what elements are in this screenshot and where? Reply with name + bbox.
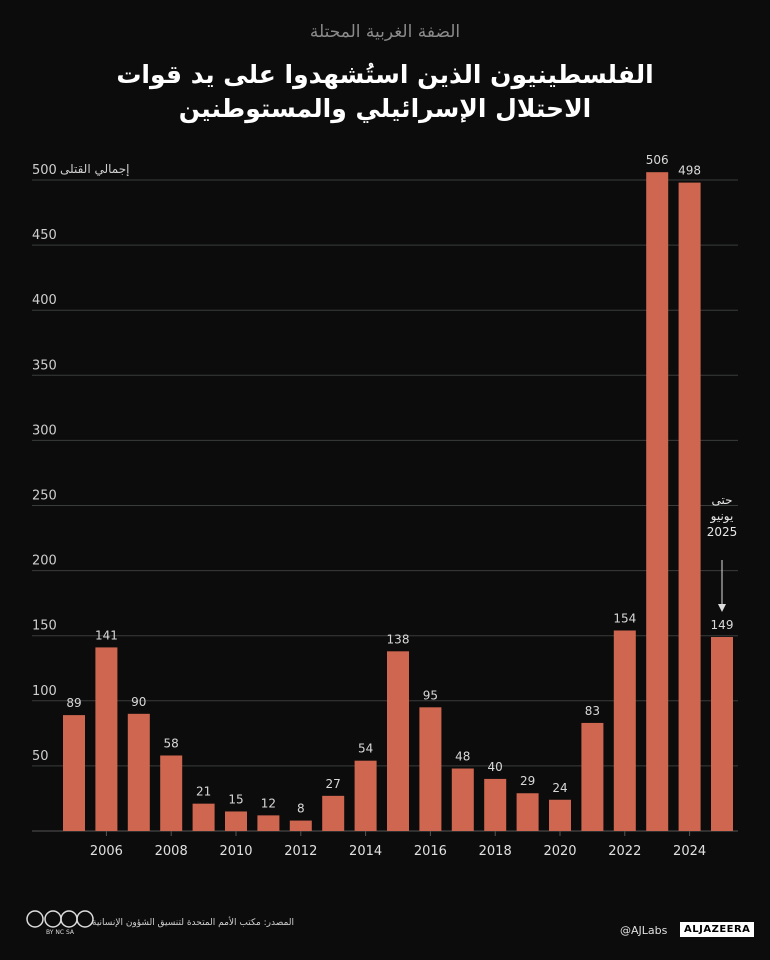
y-tick-label: 250 [32,489,57,504]
bar [484,778,507,831]
value-label: 12 [261,796,276,810]
bar [192,803,215,831]
y-axis-label: إجمالي القتلى [60,162,130,176]
bar [451,768,474,831]
bar [225,811,247,831]
value-label: 54 [358,742,373,756]
x-tick-label: 2022 [608,844,641,859]
bar [354,760,377,831]
x-tick-label: 2024 [673,844,706,859]
value-label: 48 [455,750,470,764]
x-tick-label: 2010 [219,844,252,859]
bar [95,647,118,831]
value-label: 83 [585,704,600,718]
x-tick-label: 2016 [414,844,447,859]
value-label: 40 [488,760,503,774]
value-label: 58 [164,736,179,750]
x-tick-label: 2018 [479,844,512,859]
value-label: 149 [711,618,734,632]
value-label: 29 [520,774,535,788]
bar [646,172,669,832]
bar [289,820,312,831]
value-label: 15 [228,792,243,806]
credit: @AJLabs [620,924,668,937]
bar [160,755,183,831]
y-tick-label: 100 [32,684,57,699]
y-tick-label: 450 [32,228,57,243]
value-label: 27 [326,777,341,791]
value-label: 141 [95,628,118,642]
annotation-arrowhead [718,604,726,612]
value-label: 506 [646,153,669,167]
bar [549,799,571,831]
value-label: 138 [387,632,410,646]
value-label: 21 [196,785,211,799]
x-tick-label: 2020 [543,844,576,859]
y-tick-label: 400 [32,293,57,308]
y-tick-label: 300 [32,423,57,438]
bar [516,793,539,831]
chart-title: الفلسطينيون الذين استُشهدوا على يد قوات … [116,60,654,123]
value-label: 89 [66,696,81,710]
logo: ALJAZEERA [680,922,755,937]
bar [387,651,409,831]
y-tick-label: 500 [32,163,57,178]
y-tick-label: 200 [32,554,57,569]
bar [322,795,345,831]
bar [63,715,85,831]
license: BY NC SA [46,929,75,936]
y-tick-label: 150 [32,619,57,634]
bar [419,707,442,831]
bar [678,182,701,831]
bar [581,722,604,831]
x-tick-label: 2012 [284,844,317,859]
value-label: 95 [423,688,438,702]
x-tick-label: 2008 [155,844,188,859]
bar [127,713,150,831]
y-tick-label: 350 [32,358,57,373]
subtitle: الضفة الغربية المحتلة [309,22,461,42]
bar [613,630,636,831]
cc-icons [26,910,94,928]
value-label: 498 [678,164,701,178]
value-label: 90 [131,695,146,709]
bar [711,637,733,831]
value-label: 8 [297,802,305,816]
x-tick-label: 2014 [349,844,382,859]
bar [257,815,280,831]
value-label: 24 [552,781,567,795]
source: المصدر: مكتب الأمم المتحدة لتنسيق الشؤون… [92,918,294,928]
y-tick-label: 50 [32,749,49,764]
value-label: 154 [613,611,636,625]
x-tick-label: 2006 [90,844,123,859]
annotation: حتى يونيو 2025 [706,493,738,539]
